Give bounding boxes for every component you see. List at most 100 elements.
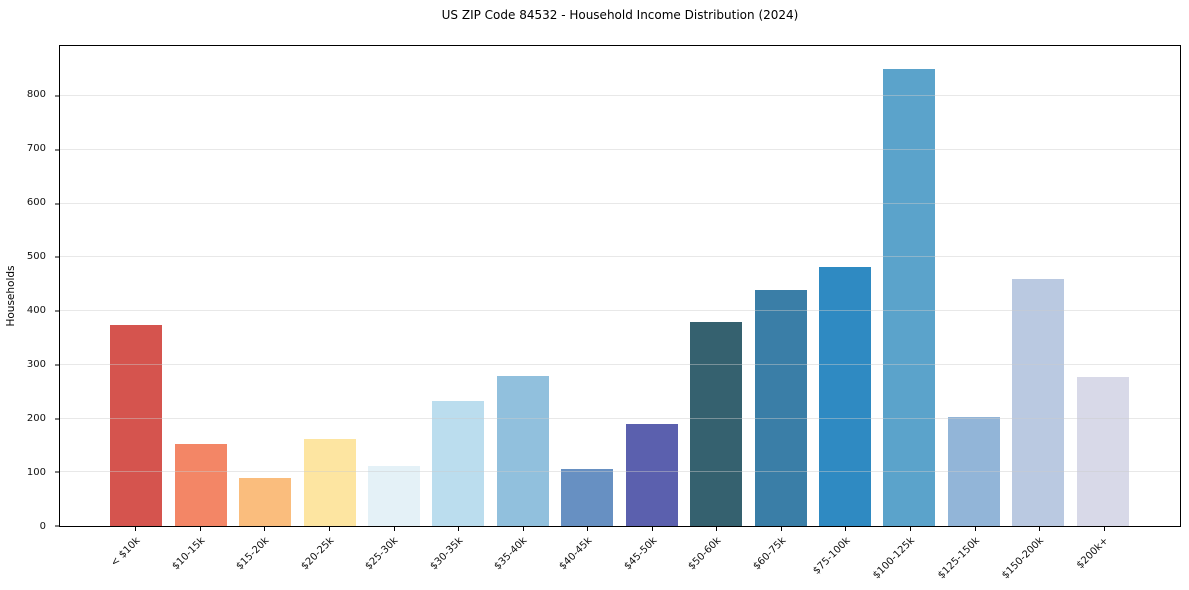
x-tick-mark xyxy=(393,527,395,531)
bar-$50-60k xyxy=(690,322,743,526)
y-tick-label: 0 xyxy=(39,521,46,532)
x-tick-label: $60-75k xyxy=(751,535,788,573)
x-tick-label: $35-40k xyxy=(492,535,530,573)
x-label-cell: $40-45k xyxy=(555,527,620,589)
y-tick-mark xyxy=(55,310,59,312)
x-tick-label: $100-125k xyxy=(871,535,918,582)
y-tick-label: 500 xyxy=(26,251,46,263)
x-tick-mark xyxy=(716,527,718,531)
bar-slot xyxy=(684,46,748,526)
y-tick-label: 400 xyxy=(26,305,46,317)
x-tick-mark xyxy=(522,527,524,531)
bar-slot xyxy=(620,46,684,526)
x-tick-mark xyxy=(1103,527,1105,531)
bar-slot xyxy=(426,46,490,526)
bar-$45-50k xyxy=(625,423,678,526)
x-label-cell: $15-20k xyxy=(232,527,297,589)
y-tick-mark xyxy=(55,471,59,473)
x-tick-mark xyxy=(328,527,330,531)
bar-slot xyxy=(233,46,297,526)
bar-$125-150k xyxy=(947,416,1000,526)
bar-$20-25k xyxy=(303,438,356,526)
x-tick-label: $10-15k xyxy=(169,535,207,573)
bar-$150-200k xyxy=(1012,278,1065,526)
x-label-cell: $25-30k xyxy=(361,527,426,589)
y-tick-label: 700 xyxy=(26,143,46,155)
x-tick-mark xyxy=(651,527,653,531)
x-label-cell: $10-15k xyxy=(168,527,233,589)
y-tick-mark xyxy=(55,203,59,204)
x-tick-mark xyxy=(587,527,589,531)
bar-slot xyxy=(168,46,232,526)
bar-$200k+ xyxy=(1076,377,1129,526)
bar-$35-40k xyxy=(496,375,549,526)
y-tick-label: 100 xyxy=(26,467,46,479)
x-tick-label: $40-45k xyxy=(557,535,595,573)
x-tick-mark xyxy=(199,527,201,531)
y-tick-mark xyxy=(55,95,59,97)
y-tick-mark xyxy=(55,525,59,527)
x-tick-label: $25-30k xyxy=(363,535,401,573)
bar-$75-100k xyxy=(819,266,872,526)
x-label-cell: $30-35k xyxy=(426,527,491,589)
x-label-cell: $35-40k xyxy=(490,527,555,589)
bar-< $10k xyxy=(110,324,163,526)
x-label-cell: $125-150k xyxy=(936,527,1007,589)
y-tick-mark xyxy=(55,364,59,366)
x-label-cell: $20-25k xyxy=(297,527,362,589)
plot-area xyxy=(55,45,1181,527)
bar-slot xyxy=(1006,46,1070,526)
bar-slot xyxy=(491,46,555,526)
x-tick-mark xyxy=(264,527,266,531)
x-tick-labels: < $10k $10-15k $15-20k $20-25k $25-30k $30-35… xyxy=(59,527,1181,589)
x-tick-label: $125-150k xyxy=(935,535,982,582)
x-label-cell: $150-200k xyxy=(1000,527,1072,589)
x-tick-label: $45-50k xyxy=(621,535,659,573)
x-tick-label: $200k+ xyxy=(1074,535,1111,572)
x-tick-mark xyxy=(135,527,137,531)
x-label-cell: $100-125k xyxy=(871,527,943,589)
x-tick-mark xyxy=(974,527,976,531)
bar-slot xyxy=(1071,46,1135,526)
x-label-cell: < $10k xyxy=(103,527,168,589)
chart-title: US ZIP Code 84532 - Household Income Dis… xyxy=(441,8,799,22)
bar-slot xyxy=(877,46,941,526)
bars xyxy=(60,46,1180,526)
bar-$60-75k xyxy=(754,289,807,526)
y-tick-label: 200 xyxy=(26,413,46,425)
bar-slot xyxy=(555,46,619,526)
x-tick-mark xyxy=(910,527,912,531)
bar-slot xyxy=(104,46,168,526)
x-tick-label: $15-20k xyxy=(234,535,272,573)
x-label-cell: $60-75k xyxy=(749,527,814,589)
x-tick-mark xyxy=(845,527,847,531)
y-tick-labels: 0 100 200 300 400 500 600 700 800 xyxy=(0,45,54,532)
x-label-cell: $50-60k xyxy=(684,527,749,589)
y-tick-mark xyxy=(55,149,59,151)
y-tick-mark xyxy=(55,418,59,419)
bar-$100-125k xyxy=(883,68,936,526)
x-tick-mark xyxy=(1039,527,1041,531)
x-label-cell: $45-50k xyxy=(620,527,685,589)
y-tick-mark xyxy=(55,256,59,258)
x-label-cell: $200k+ xyxy=(1071,527,1136,589)
x-tick-mark xyxy=(458,527,460,531)
y-tick-label: 600 xyxy=(26,197,46,209)
x-label-cell: $75-100k xyxy=(811,527,878,589)
x-tick-label: $75-100k xyxy=(811,535,853,577)
x-tick-label: $150-200k xyxy=(1000,535,1047,582)
bar-$10-15k xyxy=(174,443,227,526)
y-tick-label: 800 xyxy=(26,89,46,101)
x-tick-mark xyxy=(780,527,782,531)
x-tick-label: < $10k xyxy=(108,535,143,569)
bar-slot xyxy=(813,46,877,526)
bar-$15-20k xyxy=(239,477,292,526)
bar-slot xyxy=(942,46,1006,526)
y-tick-label: 300 xyxy=(26,359,46,371)
x-tick-label: $20-25k xyxy=(299,535,337,573)
x-tick-label: $50-60k xyxy=(686,535,724,573)
bar-slot xyxy=(748,46,812,526)
bar-$25-30k xyxy=(367,465,420,526)
bar-slot xyxy=(362,46,426,526)
